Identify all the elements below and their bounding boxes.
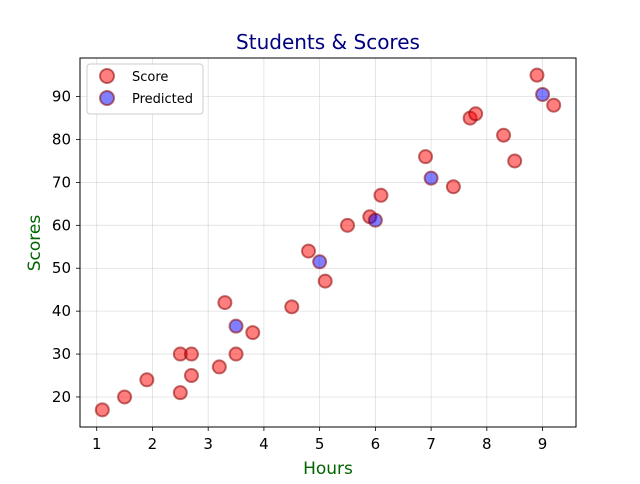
y-tick-label: 70	[52, 173, 71, 191]
predicted-point	[312, 254, 328, 270]
y-tick-label: 50	[52, 259, 71, 277]
score-point	[172, 385, 188, 401]
legend-label-predicted: Predicted	[132, 92, 193, 107]
x-tick-label: 2	[148, 435, 158, 453]
predicted-point	[228, 318, 244, 334]
score-point	[211, 359, 227, 375]
axes-frame	[79, 57, 577, 428]
legend-label-score: Score	[132, 70, 168, 85]
score-point	[217, 295, 233, 311]
y-tick-label: 20	[52, 388, 71, 406]
x-tick-label: 3	[203, 435, 213, 453]
x-tick-label: 8	[482, 435, 492, 453]
score-point	[300, 243, 316, 259]
chart-title: Students & Scores	[236, 30, 420, 54]
score-point	[418, 149, 434, 165]
score-point	[529, 67, 545, 83]
y-tick-label: 90	[52, 88, 71, 106]
grid-lines	[80, 58, 576, 427]
predicted-point	[535, 86, 551, 102]
y-tick-label: 30	[52, 345, 71, 363]
score-point	[340, 217, 356, 233]
score-point	[139, 372, 155, 388]
predicted-point	[423, 170, 439, 186]
score-point	[228, 346, 244, 362]
score-point	[507, 153, 523, 169]
score-point	[284, 299, 300, 315]
score-point	[496, 127, 512, 143]
x-tick-label: 6	[371, 435, 381, 453]
x-tick-label: 1	[92, 435, 102, 453]
x-tick-label: 7	[426, 435, 436, 453]
legend-marker-predicted	[99, 90, 115, 106]
score-point	[445, 179, 461, 195]
score-point	[183, 346, 199, 362]
x-axis-label: Hours	[303, 459, 353, 479]
legend-marker-score	[99, 68, 115, 84]
data-points	[94, 67, 562, 418]
x-tick-label: 9	[538, 435, 548, 453]
axis-ticks: 1 2 3 4 5 6 7 8 9 20 30 40 50 60 70 80 90	[52, 88, 547, 453]
score-point	[468, 106, 484, 122]
score-point	[117, 389, 133, 405]
score-point	[317, 273, 333, 289]
y-axis-label: Scores	[25, 215, 45, 272]
legend-frame	[86, 63, 204, 115]
y-tick-label: 80	[52, 131, 71, 149]
y-tick-label: 60	[52, 216, 71, 234]
legend: Score Predicted	[86, 63, 204, 115]
x-tick-label: 4	[259, 435, 269, 453]
score-point	[94, 402, 110, 418]
predicted-point	[367, 212, 383, 228]
score-point	[245, 325, 261, 341]
y-tick-label: 40	[52, 302, 71, 320]
x-tick-label: 5	[315, 435, 325, 453]
score-point	[546, 97, 562, 113]
score-point	[373, 187, 389, 203]
score-point	[183, 368, 199, 384]
